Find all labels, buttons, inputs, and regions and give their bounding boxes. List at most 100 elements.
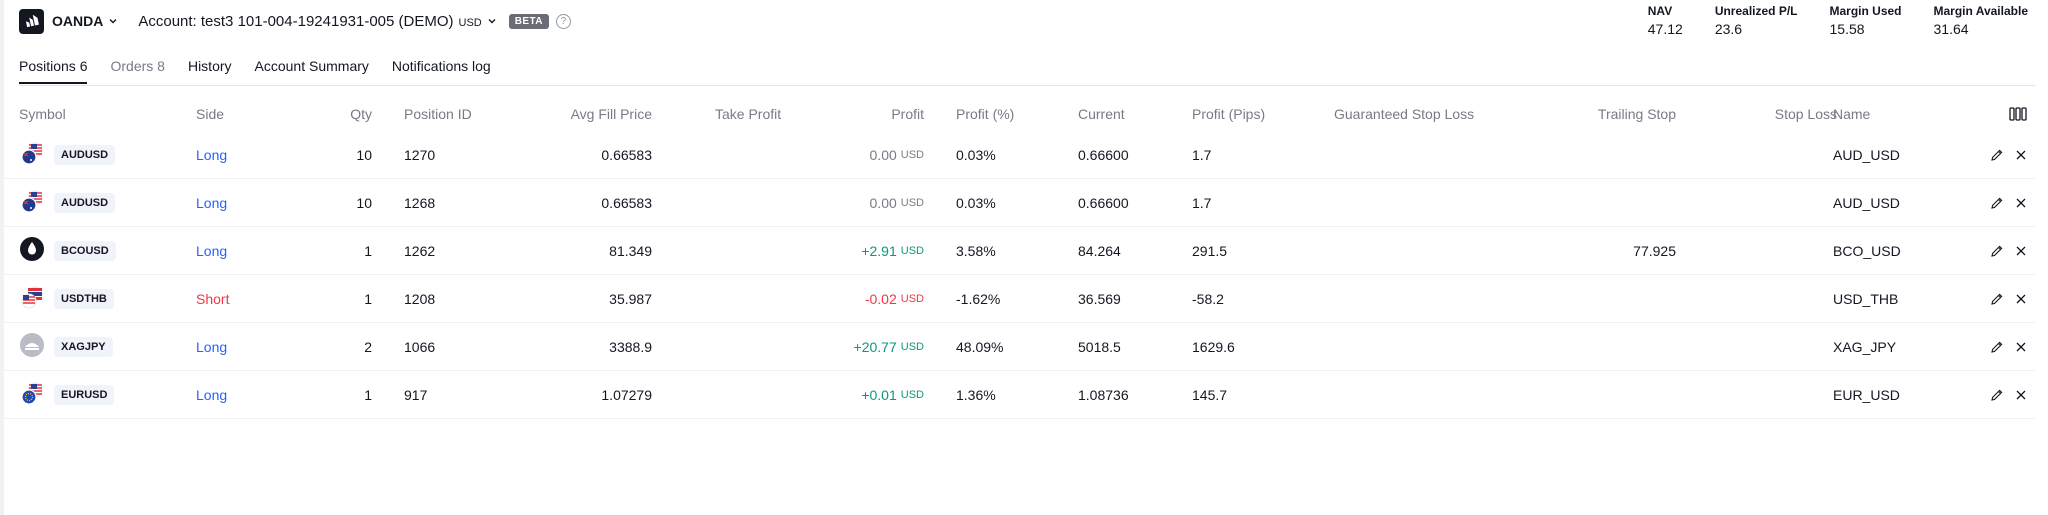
current-cell: 0.66600 bbox=[1078, 146, 1129, 163]
profit-value: 0.00 bbox=[869, 146, 897, 163]
position-id-cell: 1268 bbox=[404, 194, 436, 211]
symbol-cell[interactable]: EURUSD bbox=[19, 371, 115, 418]
broker-name[interactable]: OANDA bbox=[52, 13, 104, 29]
symbol-cell[interactable]: AUDUSD bbox=[19, 131, 116, 178]
profit-pips-cell: 1.7 bbox=[1192, 146, 1212, 163]
symbol-badge[interactable]: AUDUSD bbox=[54, 192, 116, 213]
side-cell: Long bbox=[196, 386, 228, 403]
broker-chevron-down-icon[interactable] bbox=[108, 16, 118, 26]
close-position-icon[interactable] bbox=[2014, 388, 2028, 402]
col-symbol[interactable]: Symbol bbox=[19, 105, 66, 122]
col-profit-pct[interactable]: Profit (%) bbox=[956, 105, 1015, 122]
stat-margin-available: Margin Available 31.64 bbox=[1934, 4, 2028, 38]
symbol-cell[interactable]: USDTHB bbox=[19, 275, 114, 322]
symbol-cell[interactable]: XAGJPY bbox=[19, 323, 113, 370]
col-stop-loss[interactable]: Stop Loss bbox=[1774, 105, 1837, 122]
symbol-cell[interactable]: AUDUSD bbox=[19, 179, 116, 226]
trailing-stop-cell[interactable] bbox=[1554, 275, 1676, 322]
symbol-badge[interactable]: AUDUSD bbox=[54, 144, 116, 165]
col-current[interactable]: Current bbox=[1078, 105, 1125, 122]
tab-positions[interactable]: Positions 6 bbox=[19, 58, 88, 84]
column-settings-icon[interactable] bbox=[2009, 96, 2027, 131]
qty-cell: 1 bbox=[364, 386, 372, 403]
col-take-profit[interactable]: Take Profit bbox=[715, 105, 782, 122]
profit-pips-cell: 145.7 bbox=[1192, 386, 1228, 403]
name-cell: EUR_USD bbox=[1833, 386, 1900, 403]
profit-pips-cell: 1629.6 bbox=[1192, 338, 1235, 355]
account-selector[interactable]: Account: test3 101-004-19241931-005 (DEM… bbox=[138, 13, 481, 30]
profit-value: -0.02 bbox=[864, 290, 897, 307]
qty-cell: 2 bbox=[364, 338, 372, 355]
trailing-stop-cell[interactable] bbox=[1554, 371, 1676, 418]
help-icon[interactable]: ? bbox=[555, 13, 571, 29]
name-cell: USD_THB bbox=[1833, 290, 1899, 307]
positions-table: Symbol Side Qty Position ID Avg Fill Pri… bbox=[4, 96, 2035, 419]
col-guaranteed-stop-loss[interactable]: Guaranteed Stop Loss bbox=[1334, 105, 1475, 122]
symbol-badge[interactable]: USDTHB bbox=[54, 288, 114, 309]
tab-account-summary[interactable]: Account Summary bbox=[254, 58, 369, 74]
profit-value: +2.91 bbox=[861, 242, 897, 259]
account-chevron-down-icon[interactable] bbox=[487, 16, 497, 26]
col-trailing-stop[interactable]: Trailing Stop bbox=[1597, 105, 1676, 122]
trailing-stop-cell[interactable]: 77.925 bbox=[1633, 242, 1676, 259]
col-qty[interactable]: Qty bbox=[350, 105, 372, 122]
stop-loss-cell[interactable] bbox=[1724, 227, 1837, 274]
profit-cell: -0.02 USD bbox=[804, 275, 924, 322]
symbol-badge[interactable]: XAGJPY bbox=[54, 336, 113, 357]
col-avg-fill-price[interactable]: Avg Fill Price bbox=[570, 105, 652, 122]
qty-cell: 1 bbox=[364, 290, 372, 307]
close-position-icon[interactable] bbox=[2014, 340, 2028, 354]
position-id-cell: 917 bbox=[404, 386, 428, 403]
oanda-logo-icon[interactable] bbox=[19, 8, 44, 34]
tab-notifications-log[interactable]: Notifications log bbox=[391, 58, 491, 74]
avg-fill-price-cell: 3388.9 bbox=[609, 338, 652, 355]
edit-pencil-icon[interactable] bbox=[1990, 292, 2004, 306]
close-position-icon[interactable] bbox=[2014, 196, 2028, 210]
trailing-stop-cell[interactable] bbox=[1554, 323, 1676, 370]
col-name[interactable]: Name bbox=[1833, 105, 1871, 122]
stop-loss-cell[interactable] bbox=[1724, 275, 1837, 322]
stop-loss-cell[interactable] bbox=[1724, 371, 1837, 418]
avg-fill-price-cell: 1.07279 bbox=[601, 386, 652, 403]
stop-loss-cell[interactable] bbox=[1724, 179, 1837, 226]
col-profit-pips[interactable]: Profit (Pips) bbox=[1192, 105, 1266, 122]
table-row[interactable]: AUDUSD Long 10 1268 0.66583 0.00 USD 0.03… bbox=[4, 179, 2035, 227]
col-profit[interactable]: Profit bbox=[891, 105, 924, 122]
tab-orders[interactable]: Orders 8 bbox=[110, 58, 165, 74]
symbol-badge[interactable]: BCOUSD bbox=[54, 240, 116, 261]
edit-pencil-icon[interactable] bbox=[1990, 196, 2004, 210]
edit-pencil-icon[interactable] bbox=[1990, 388, 2004, 402]
symbol-cell[interactable]: BCOUSD bbox=[19, 227, 116, 274]
table-row[interactable]: XAGJPY Long 2 1066 3388.9 +20.77 USD 48.0… bbox=[4, 323, 2035, 371]
avg-fill-price-cell: 81.349 bbox=[609, 242, 652, 259]
stop-loss-cell[interactable] bbox=[1724, 323, 1837, 370]
table-row[interactable]: EURUSD Long 1 917 1.07279 +0.01 USD 1.36%… bbox=[4, 371, 2035, 419]
profit-currency: USD bbox=[900, 292, 924, 305]
trailing-stop-cell[interactable] bbox=[1554, 131, 1676, 178]
eu-us-flag-icon bbox=[19, 380, 45, 409]
stop-loss-cell[interactable] bbox=[1724, 131, 1837, 178]
edit-pencil-icon[interactable] bbox=[1990, 340, 2004, 354]
stat-margin-used: Margin Used 15.58 bbox=[1830, 4, 1902, 38]
close-position-icon[interactable] bbox=[2014, 148, 2028, 162]
edit-pencil-icon[interactable] bbox=[1990, 244, 2004, 258]
profit-currency: USD bbox=[900, 340, 924, 353]
tab-history[interactable]: History bbox=[187, 58, 232, 74]
table-row[interactable]: BCOUSD Long 1 1262 81.349 +2.91 USD 3.58%… bbox=[4, 227, 2035, 275]
side-cell: Short bbox=[196, 290, 230, 307]
table-row[interactable]: AUDUSD Long 10 1270 0.66583 0.00 USD 0.03… bbox=[4, 131, 2035, 179]
close-position-icon[interactable] bbox=[2014, 292, 2028, 306]
row-actions bbox=[1980, 275, 2028, 322]
current-cell: 5018.5 bbox=[1078, 338, 1121, 355]
name-cell: AUD_USD bbox=[1833, 194, 1900, 211]
col-side[interactable]: Side bbox=[196, 105, 225, 122]
table-row[interactable]: USDTHB Short 1 1208 35.987 -0.02 USD -1.6… bbox=[4, 275, 2035, 323]
edit-pencil-icon[interactable] bbox=[1990, 148, 2004, 162]
profit-value: +0.01 bbox=[861, 386, 897, 403]
symbol-badge[interactable]: EURUSD bbox=[54, 384, 115, 405]
profit-cell: +0.01 USD bbox=[804, 371, 924, 418]
trailing-stop-cell[interactable] bbox=[1554, 179, 1676, 226]
col-position-id[interactable]: Position ID bbox=[404, 105, 472, 122]
close-position-icon[interactable] bbox=[2014, 244, 2028, 258]
profit-pct-cell: -1.62% bbox=[956, 290, 1001, 307]
